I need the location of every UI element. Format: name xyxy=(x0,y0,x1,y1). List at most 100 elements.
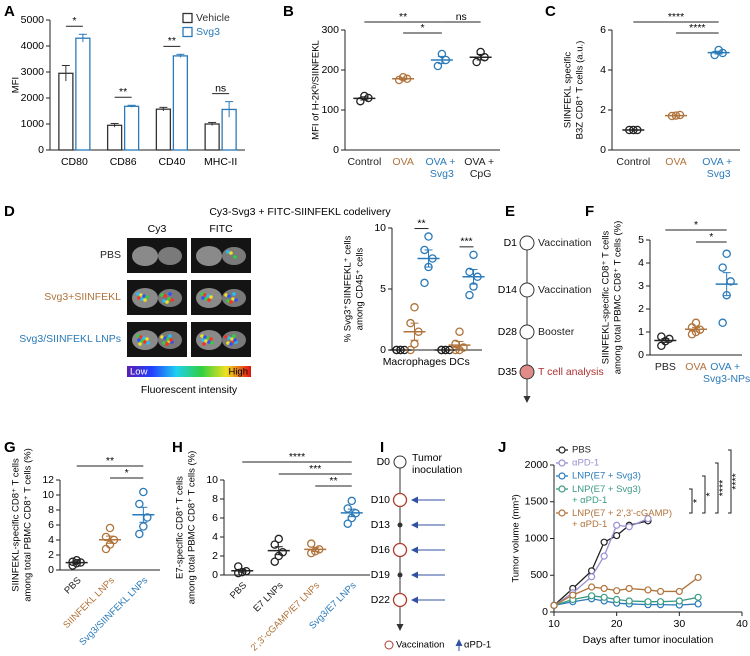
fluorescence xyxy=(139,335,143,339)
data-point xyxy=(420,278,429,288)
timeline-node xyxy=(519,282,535,298)
y-tick-label: 0 xyxy=(380,344,386,356)
bar xyxy=(58,72,74,151)
channel-label: FITC xyxy=(209,223,233,235)
timeline-day: D0 xyxy=(377,456,391,468)
y-tick-label: 3 xyxy=(638,280,644,292)
x-tick-label: 30 xyxy=(673,618,685,630)
timeline-event: Booster xyxy=(538,326,575,338)
fluorescence xyxy=(140,339,144,343)
x-tick-label: Control xyxy=(347,156,381,168)
significance-label: * xyxy=(691,499,703,503)
timeline-dot xyxy=(397,522,403,528)
fluorescence xyxy=(226,250,230,254)
fluorescence xyxy=(139,293,143,297)
data-point xyxy=(691,318,701,328)
data-point xyxy=(644,598,652,606)
vaccination-node xyxy=(392,542,408,558)
data-point xyxy=(644,586,652,594)
fluorescence xyxy=(162,341,166,345)
fluorescence xyxy=(224,335,228,339)
fluorescence xyxy=(201,296,205,300)
y-tick-label: 0 xyxy=(600,144,606,156)
x-tick-label: Control xyxy=(616,156,650,168)
legend-marker xyxy=(384,640,394,650)
y-tick-label: 4 xyxy=(638,257,644,269)
x-tick-label: PBS xyxy=(228,580,249,601)
y-tick-label: 2 xyxy=(212,550,218,562)
legend-marker xyxy=(558,446,566,454)
timeline-day: D19 xyxy=(371,569,390,581)
fluorescence xyxy=(145,295,149,299)
fluorescence xyxy=(206,336,210,340)
text-line: Tumor xyxy=(412,452,445,464)
data-point xyxy=(613,531,621,540)
fluorescence xyxy=(231,297,235,301)
data-point xyxy=(347,496,356,506)
colorbar-caption: Fluorescent intensity xyxy=(141,384,238,396)
y-tick-label: 1 xyxy=(638,326,644,338)
data-point xyxy=(644,515,652,523)
y-tick-label: 3000 xyxy=(21,66,45,78)
significance-label: ns xyxy=(215,82,226,94)
text-line: Svg3 xyxy=(430,168,454,180)
y-tick-label: 4 xyxy=(212,531,218,543)
fluorescence xyxy=(142,336,146,340)
data-point xyxy=(694,573,702,582)
colorbar-high: High xyxy=(228,367,248,378)
y-tick-label: 5 xyxy=(638,234,644,246)
timeline-node xyxy=(519,235,535,251)
panel-label: F xyxy=(585,203,594,220)
data-point xyxy=(625,597,633,605)
data-point xyxy=(410,339,419,349)
row-label: PBS xyxy=(100,249,121,261)
x-tick-label: CD40 xyxy=(158,156,185,168)
data-point xyxy=(718,263,727,272)
data-point xyxy=(451,345,460,355)
data-point xyxy=(469,250,478,260)
legend-marker xyxy=(558,459,566,467)
fluorescence xyxy=(143,340,147,344)
data-point xyxy=(139,487,148,497)
x-tick-label: PBS xyxy=(655,361,676,373)
y-tick-label: 1500 xyxy=(525,496,549,508)
y-axis-label: among total PBMC CD8⁺ T cells (%) xyxy=(23,448,34,602)
y-tick-label: 0 xyxy=(333,144,339,156)
row-label: Svg3/SIINFEKL LNPs xyxy=(19,333,121,345)
bar xyxy=(106,124,123,151)
organ xyxy=(132,330,158,350)
y-axis-label: B3Z CD8⁺ T cells (a.u.) xyxy=(575,41,586,140)
fluorescence xyxy=(233,338,237,342)
x-tick-label: 40 xyxy=(736,618,748,630)
x-tick-label: 20 xyxy=(611,618,623,630)
fluorescence xyxy=(229,342,233,346)
data-point xyxy=(625,523,633,531)
timeline-day: D16 xyxy=(371,544,390,556)
y-tick-label: 10 xyxy=(42,489,54,501)
y-axis-label: E7-specific CD8⁺ T cells xyxy=(175,476,186,579)
organ xyxy=(158,247,182,265)
significance-label: * xyxy=(694,219,698,231)
x-tick-label: E7 LNPs xyxy=(251,580,285,614)
panel-label: H xyxy=(172,439,183,456)
fluorescence xyxy=(209,295,213,299)
y-tick-label: 0 xyxy=(48,564,54,576)
panel-label: J xyxy=(498,439,506,456)
fluorescence xyxy=(229,251,233,255)
fluorescence xyxy=(163,336,167,340)
text-line: Svg3 xyxy=(707,168,731,180)
legend-marker xyxy=(558,485,566,493)
significance-bracket xyxy=(715,462,719,514)
y-axis-label: SIINFEKL specific xyxy=(563,52,574,128)
panel-label: B xyxy=(283,3,294,20)
y-tick-label: 100 xyxy=(321,104,339,116)
fluorescence xyxy=(165,300,169,304)
fluorescence xyxy=(204,297,208,301)
fluorescence xyxy=(140,297,144,301)
fluorescence xyxy=(136,292,140,296)
timeline-day: D28 xyxy=(498,326,517,338)
data-point xyxy=(101,544,111,554)
row-label: Svg3+SIINFEKL xyxy=(44,291,121,303)
y-tick-label: 6 xyxy=(212,512,218,524)
fluorescence xyxy=(229,300,233,304)
